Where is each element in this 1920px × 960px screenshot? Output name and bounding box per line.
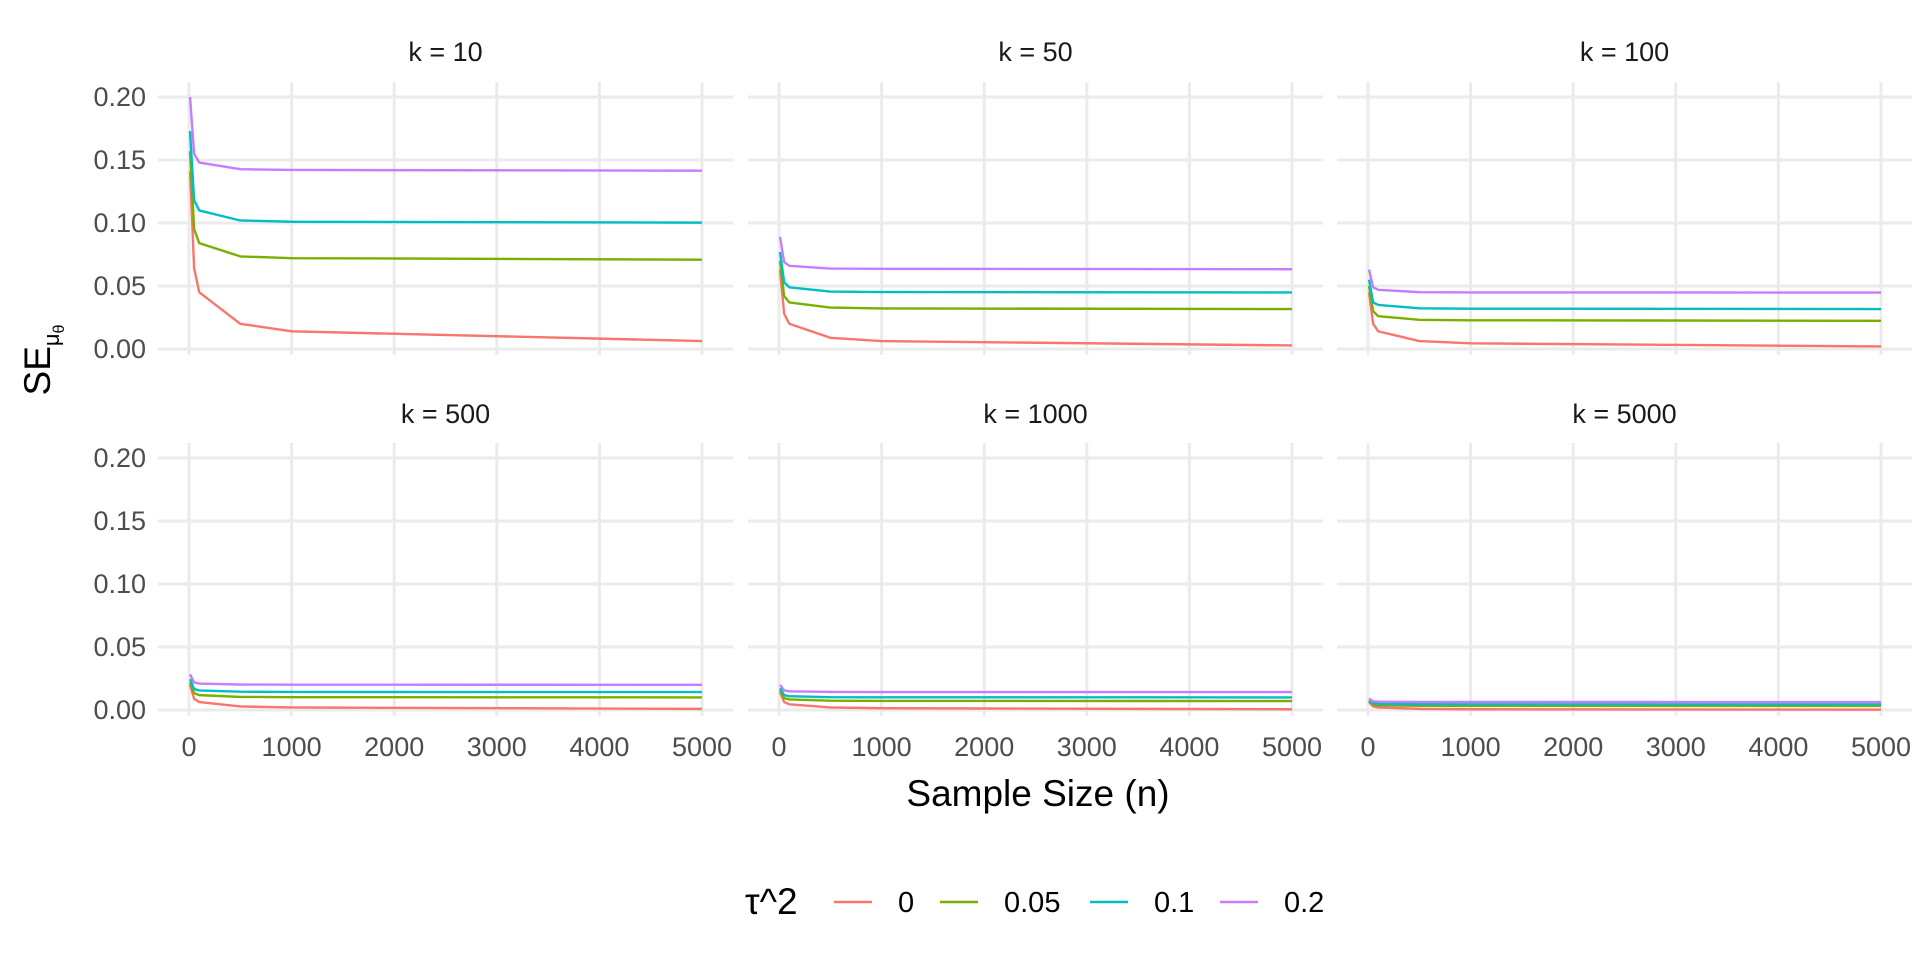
panel-k-5000: k = 5000 0 1000 2000 3000 4000 5000: [1337, 399, 1912, 762]
x-tick-label: 0: [1360, 732, 1375, 762]
panel-k-500: k = 500 0.00 0.05 0.10 0.15 0.20 0 1000 2000 3000…: [93, 399, 733, 762]
y-tick-label: 0.00: [93, 695, 146, 725]
x-tick-label: 4000: [1748, 732, 1808, 762]
x-tick-label: 4000: [569, 732, 629, 762]
legend-item-0: 0: [834, 887, 914, 919]
series-line-tau2-0_05: [188, 151, 703, 261]
legend-title: τ^2: [745, 881, 798, 922]
x-tick-label: 5000: [672, 732, 732, 762]
panel-k-10: k = 10 0.00 0.05 0.10 0.15 0.20: [93, 37, 733, 364]
panel-k-100: k = 100: [1337, 37, 1912, 355]
grid: [158, 443, 733, 716]
series-line-tau2-0_05: [1367, 285, 1882, 322]
series-line-tau2-0_05: [778, 260, 1293, 311]
series-line-tau2-0_05: [188, 681, 703, 699]
y-tick-label: 0.05: [93, 271, 146, 301]
x-tick-label: 3000: [1646, 732, 1706, 762]
panel-title: k = 5000: [1572, 399, 1676, 429]
x-tick-label: 1000: [1441, 732, 1501, 762]
series-line-tau2-0_1: [778, 687, 1293, 699]
series-line-tau2-0_2: [1367, 269, 1882, 294]
x-tick-label: 0: [181, 732, 196, 762]
y-tick-label: 0.00: [93, 334, 146, 364]
legend: τ^2 0 0.05 0.1 0.2: [745, 881, 1324, 922]
y-tick-label: 0.20: [93, 443, 146, 473]
series-line-tau2-0: [1367, 292, 1882, 348]
x-tick-label: 0: [771, 732, 786, 762]
panel-title: k = 100: [1580, 37, 1669, 67]
series-line-tau2-0_2: [1368, 697, 1882, 704]
panel-title: k = 500: [401, 399, 490, 429]
y-tick-label: 0.20: [93, 82, 146, 112]
x-tick-label: 1000: [852, 732, 912, 762]
series-line-tau2-0_1: [1368, 699, 1881, 706]
x-tick-label: 3000: [467, 732, 527, 762]
series-line-tau2-0: [1368, 701, 1882, 711]
y-tick-label: 0.05: [93, 632, 146, 662]
x-tick-label: 4000: [1159, 732, 1219, 762]
y-axis-title: SEμθ: [17, 324, 68, 395]
series-line-tau2-0_1: [778, 251, 1293, 294]
legend-item-0_1: 0.1: [1090, 887, 1194, 919]
legend-label: 0.2: [1284, 887, 1324, 919]
series-line-tau2-0_2: [779, 684, 1292, 694]
x-tick-label: 2000: [1543, 732, 1603, 762]
y-axis-title-subscript: μ: [39, 333, 64, 346]
panels-layer: k = 10 0.00 0.05 0.10 0.15 0.20 k = 50 k = 100 k…: [93, 37, 1912, 762]
y-tick-label: 0.10: [93, 569, 146, 599]
x-tick-label: 2000: [954, 732, 1014, 762]
series-line-tau2-0_2: [188, 96, 703, 172]
series-line-tau2-0_1: [188, 678, 703, 694]
y-axis-title-main: SE: [17, 346, 58, 395]
x-tick-label: 5000: [1851, 732, 1911, 762]
series-line-tau2-0_1: [188, 130, 703, 224]
legend-label: 0: [898, 887, 914, 919]
x-tick-label: 3000: [1057, 732, 1117, 762]
y-axis-title-subsubscript: θ: [51, 324, 68, 333]
series-line-tau2-0_1: [1367, 279, 1882, 311]
grid: [158, 82, 733, 355]
grid: [1337, 443, 1912, 716]
series-line-tau2-0: [188, 171, 703, 343]
legend-label: 0.1: [1154, 887, 1194, 919]
panel-k-1000: k = 1000 0 1000 2000 3000 4000 5000: [748, 399, 1323, 762]
panel-k-50: k = 50: [748, 37, 1323, 355]
y-tick-label: 0.15: [93, 506, 146, 536]
x-tick-label: 5000: [1262, 732, 1322, 762]
series-line-tau2-0_2: [188, 673, 703, 686]
panel-title: k = 50: [998, 37, 1072, 67]
panel-title: k = 10: [408, 37, 482, 67]
grid: [748, 82, 1323, 355]
y-tick-label: 0.10: [93, 208, 146, 238]
series-line-tau2-0: [778, 691, 1293, 711]
grid: [1337, 82, 1912, 355]
series-line-tau2-0_05: [778, 689, 1293, 703]
series-line-tau2-0: [778, 269, 1293, 347]
series-line-tau2-0: [188, 684, 703, 711]
legend-label: 0.05: [1004, 887, 1060, 919]
grid: [748, 443, 1323, 716]
x-tick-label: 1000: [262, 732, 322, 762]
y-tick-label: 0.15: [93, 145, 146, 175]
panel-title: k = 1000: [983, 399, 1087, 429]
x-axis-title: Sample Size (n): [906, 773, 1169, 814]
series-line-tau2-0_2: [778, 236, 1293, 271]
legend-items: 0 0.05 0.1 0.2: [834, 887, 1324, 919]
x-tick-label: 2000: [364, 732, 424, 762]
legend-item-0_05: 0.05: [940, 887, 1060, 919]
legend-item-0_2: 0.2: [1220, 887, 1324, 919]
